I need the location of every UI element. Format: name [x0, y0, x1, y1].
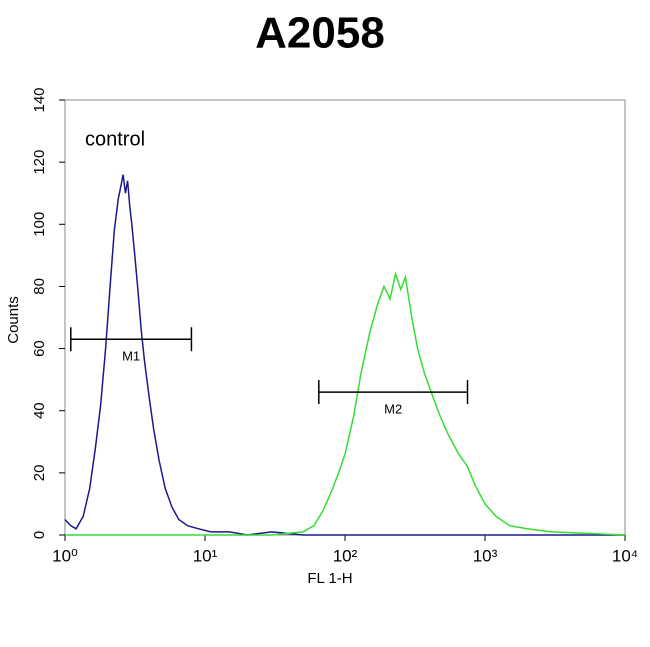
y-tick-label: 100: [31, 212, 48, 237]
x-tick-label: 10⁴: [612, 546, 638, 565]
chart-title: A2058: [255, 9, 385, 58]
y-tick-label: 0: [31, 531, 48, 539]
y-tick-label: 60: [31, 340, 48, 357]
annotation: control: [85, 128, 145, 150]
histogram-line: [65, 271, 626, 536]
y-tick-label: 20: [31, 465, 48, 482]
marker-label: M2: [384, 402, 402, 417]
x-tick-label: 10⁰: [52, 546, 78, 565]
x-axis-label: FL 1-H: [307, 570, 352, 587]
y-axis-label: Counts: [5, 296, 22, 344]
y-tick-label: 40: [31, 402, 48, 419]
marker-label: M1: [122, 349, 140, 364]
x-tick-label: 10²: [333, 546, 358, 565]
histogram-line: [64, 174, 625, 536]
y-tick-label: 120: [31, 150, 48, 175]
y-tick-label: 140: [31, 87, 48, 112]
x-tick-label: 10³: [473, 546, 498, 565]
y-tick-label: 80: [31, 278, 48, 295]
x-tick-label: 10¹: [193, 546, 218, 565]
plot-frame: [64, 99, 626, 536]
